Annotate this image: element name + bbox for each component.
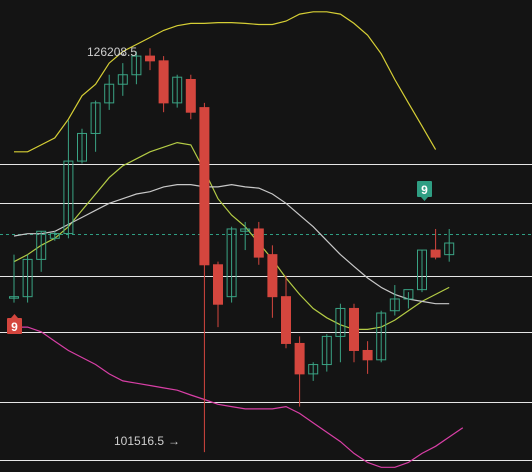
candle-9 [117,63,128,96]
candle-24 [321,334,332,372]
candle-33 [444,228,455,262]
candle-10 [131,51,142,85]
candle-32 [430,228,441,260]
candle-body-up [117,74,128,85]
candle-body-down [145,55,155,62]
candle-body-down [199,107,210,266]
badge-down-text: 9 [11,320,18,334]
candle-body-up [90,102,101,134]
low-price-label: 101516.5 [114,434,164,448]
candle-12 [158,56,169,113]
candle-body-up [389,298,400,312]
candles-layer [9,48,455,453]
sequential-count-badge-down: 9 [7,314,22,334]
candle-body-up [376,312,387,361]
candle-body-up [22,258,33,298]
candle-body-down [253,228,264,258]
candle-6 [77,128,87,164]
signal-badges-layer: 9 9 [7,181,432,334]
candle-body-down [267,254,278,298]
candle-8 [104,74,115,110]
candle-27 [362,341,373,374]
candle-17 [226,226,237,303]
high-price-arrow: → [115,45,127,59]
candle-26 [349,303,359,363]
candle-body-down [213,264,223,305]
bollinger-middle-line [13,183,450,305]
candle-23 [308,362,319,381]
candle-body-up [240,228,251,232]
candle-18 [240,221,251,251]
candle-body-up [417,249,427,291]
candle-4 [49,231,60,241]
candle-body-up [308,364,319,375]
candle-16 [213,261,223,328]
candle-11 [145,48,155,71]
candle-body-up [9,296,19,299]
candle-21 [281,275,291,349]
bollinger-lower-line [14,326,464,468]
candle-body-up [444,242,455,256]
candle-body-down [294,342,305,375]
candle-body-up [321,335,332,366]
candle-body-down [430,249,441,258]
candle-1 [9,254,19,303]
candle-body-down [158,60,169,104]
low-price-arrow: → [168,434,180,448]
candle-body-up [172,76,183,104]
high-price-label: 126208.5 [87,45,137,59]
candle-body-up [36,230,47,260]
candle-13 [172,74,183,108]
candle-19 [253,221,264,265]
candle-body-up [403,289,414,300]
sequential-count-badge-up: 9 [417,181,432,201]
candle-25 [335,303,346,363]
candle-28 [376,310,387,363]
bollinger-upper-line [14,11,437,153]
candle-body-up [335,307,346,337]
candle-body-up [77,132,87,162]
candle-5 [63,120,74,239]
badge-up-text: 9 [421,183,428,197]
candle-20 [267,245,278,318]
candle-22 [294,336,305,407]
candle-body-up [49,233,60,239]
candle-14 [185,74,196,120]
candle-7 [90,100,101,152]
candle-body-down [281,296,291,344]
candle-31 [417,249,427,293]
candle-body-down [349,307,359,351]
candle-2 [22,254,33,303]
annotations-layer: 126208.5 → 101516.5 → [87,45,180,448]
candle-3 [36,230,47,272]
candle-body-down [185,78,196,113]
candle-30 [403,289,414,309]
candle-body-up [63,160,74,235]
horizontal-lines-layer [0,164,532,461]
indicator-lines-layer [13,11,464,468]
candle-body-up [226,228,237,298]
candle-29 [389,285,400,316]
candle-body-down [362,349,373,361]
candle-body-up [131,55,142,76]
candle-body-up [104,83,115,104]
candle-15 [199,102,210,453]
